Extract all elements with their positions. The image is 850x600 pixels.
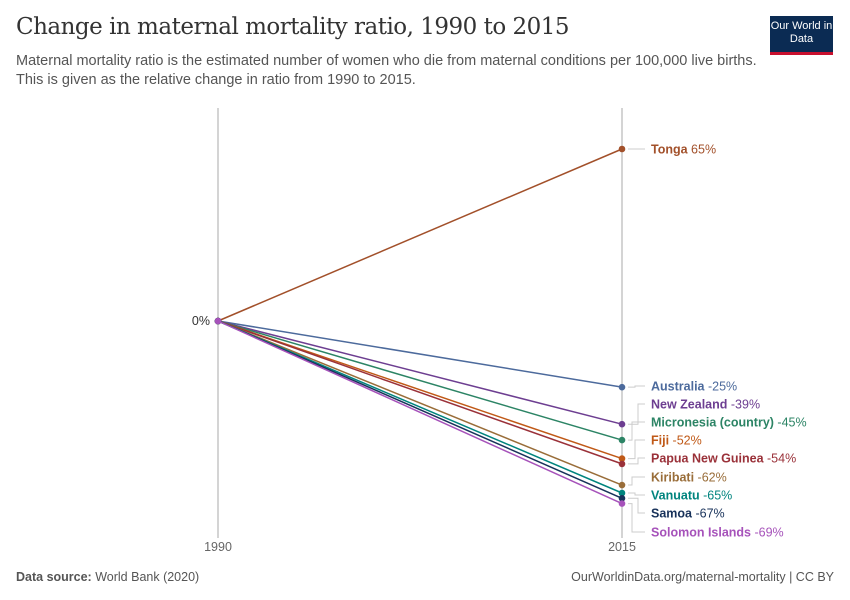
label-connector (628, 503, 645, 533)
series-point (618, 481, 626, 489)
data-source: Data source: World Bank (2020) (16, 570, 199, 584)
series-point (214, 317, 222, 325)
series-label: Kiribati -62% (651, 471, 727, 485)
series-line (217, 148, 623, 322)
series-label: Solomon Islands -69% (651, 526, 784, 540)
series-line (217, 320, 623, 486)
series-point (618, 494, 626, 502)
series-label: Tonga 65% (651, 143, 716, 157)
series-label: Fiji -52% (651, 434, 702, 448)
series-point (618, 145, 626, 153)
series-line (217, 320, 623, 465)
label-connector (628, 421, 645, 441)
source-label: Data source: (16, 570, 92, 584)
x-tick-label: 2015 (608, 540, 636, 554)
footer-url[interactable]: OurWorldinData.org/maternal-mortality | … (571, 570, 834, 584)
label-connector (628, 497, 645, 514)
series-line (217, 320, 623, 425)
source-value[interactable]: World Bank (2020) (95, 570, 200, 584)
series-label: Papua New Guinea -54% (651, 452, 796, 466)
label-connector (628, 385, 645, 388)
series-label: Australia -25% (651, 380, 737, 394)
series-point (618, 460, 626, 468)
label-connector (628, 457, 645, 465)
label-connector (628, 439, 645, 460)
series-point (618, 383, 626, 391)
series-line (217, 320, 623, 494)
label-connector (628, 403, 645, 425)
y-tick-label: 0% (192, 314, 210, 328)
series-line (217, 320, 623, 460)
owid-logo[interactable]: Our World in Data (770, 16, 833, 55)
series-point (618, 489, 626, 497)
chart-subtitle: Maternal mortality ratio is the estimate… (16, 53, 757, 88)
series-line (217, 320, 623, 388)
series-line (217, 320, 623, 505)
label-connector (628, 492, 645, 496)
series-line (217, 320, 623, 441)
chart-title: Change in maternal mortality ratio, 1990… (16, 14, 570, 40)
series-point (618, 500, 626, 507)
series-label: Samoa -67% (651, 507, 725, 521)
series-point (618, 420, 626, 428)
series-line (217, 320, 623, 499)
series-point (618, 436, 626, 444)
series-label: New Zealand -39% (651, 398, 760, 412)
series-point (618, 455, 626, 462)
series-label: Vanuatu -65% (651, 489, 732, 503)
x-tick-label: 1990 (204, 540, 232, 554)
series-label: Micronesia (country) -45% (651, 416, 807, 430)
label-connector (628, 476, 645, 486)
